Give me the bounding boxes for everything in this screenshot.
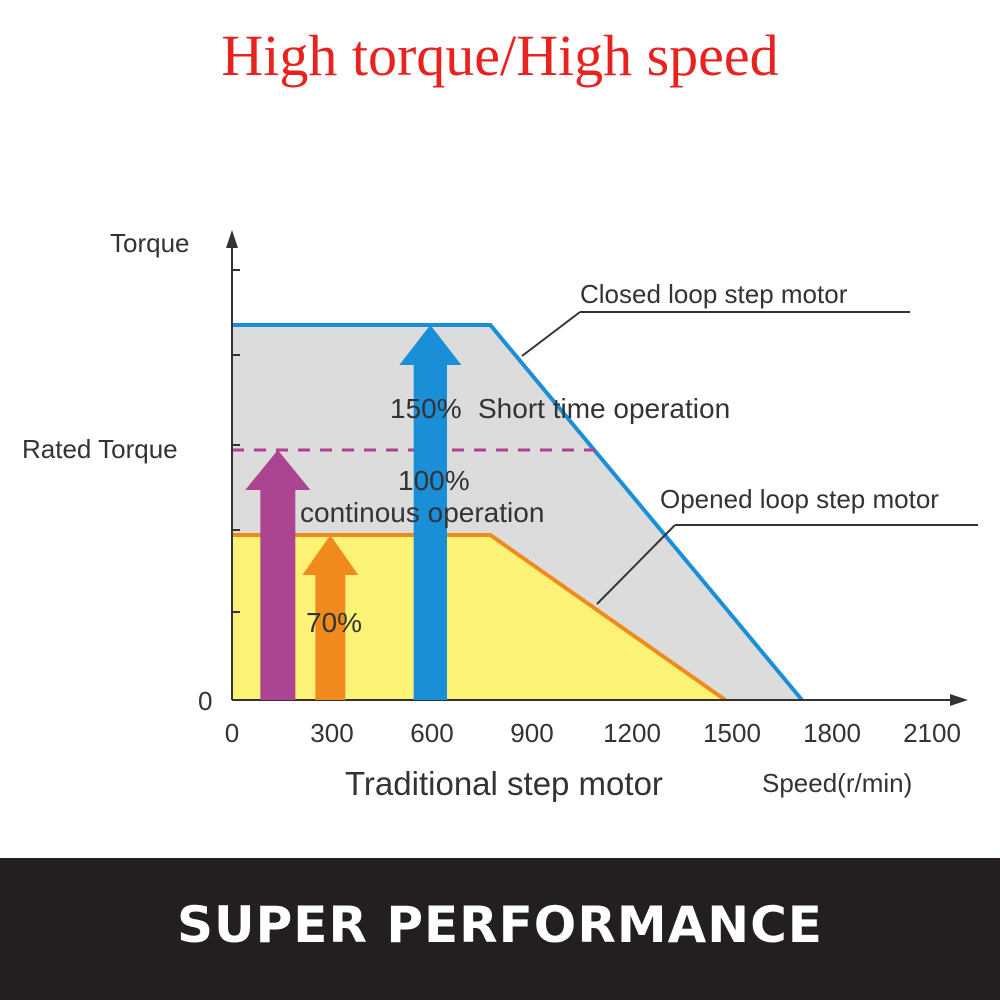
torque-speed-diagram: 0 300 600 900 1200 1500 1800 2100 Torque Rated … <box>22 228 978 802</box>
x-tick-label: 1200 <box>603 718 661 748</box>
legend-opened-loop: Opened loop step motor <box>660 484 939 514</box>
banner-band <box>0 858 1000 1000</box>
y-tick-rated: Rated Torque <box>22 434 178 464</box>
y-axis-label: Torque <box>110 228 190 258</box>
y-tick-zero: 0 <box>198 686 212 716</box>
arrow-150pct <box>399 325 462 700</box>
x-axis-label: Speed(r/min) <box>762 768 912 798</box>
x-tick-label: 1800 <box>803 718 861 748</box>
opened-loop-leader <box>596 524 978 605</box>
series-line-1 <box>232 533 727 702</box>
x-axis-arrow-icon <box>950 694 968 706</box>
arrow-70pct <box>302 535 359 700</box>
x-tick-label: 1500 <box>703 718 761 748</box>
arrow-100pct <box>245 450 311 700</box>
legend-closed-loop: Closed loop step motor <box>580 279 848 309</box>
closed-loop-leader <box>521 311 910 357</box>
x-tick-label: 600 <box>410 718 453 748</box>
x-tick-label: 0 <box>225 718 239 748</box>
page-title: High torque/High speed <box>221 23 779 88</box>
series-area-1 <box>232 535 726 700</box>
x-tick-label: 300 <box>310 718 353 748</box>
y-axis-arrow-icon <box>226 230 238 248</box>
series-line-0 <box>232 323 804 702</box>
label-short-time: Short time operation <box>478 393 730 424</box>
label-150: 150% <box>390 393 462 424</box>
x-tick-label: 2100 <box>903 718 961 748</box>
label-100: 100% <box>398 465 470 496</box>
x-axis-secondary-label: Traditional step motor <box>345 765 663 802</box>
label-70: 70% <box>306 607 362 638</box>
banner-text: SUPER PERFORMANCE <box>177 896 823 954</box>
x-tick-label: 900 <box>510 718 553 748</box>
label-continuous: continous operation <box>300 497 544 528</box>
